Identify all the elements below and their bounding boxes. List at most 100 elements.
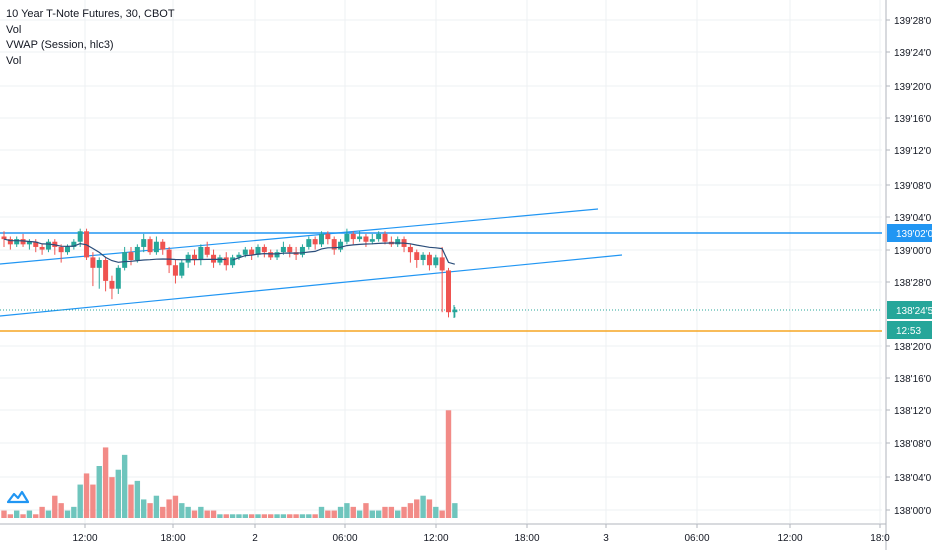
price-tick-label: 139'04'0 — [894, 213, 932, 224]
candle-body — [306, 239, 312, 247]
candle-body — [287, 246, 293, 253]
price-tick-label: 139'24'0 — [894, 48, 932, 59]
volume-bar — [109, 477, 115, 518]
volume-bar — [287, 514, 293, 518]
candle-body — [249, 249, 255, 255]
volume-bar — [198, 506, 204, 518]
candle-body — [134, 246, 140, 260]
vwap-line-session-2 — [232, 242, 455, 265]
candle-body — [242, 249, 248, 255]
time-tick-label: 12:00 — [423, 533, 448, 544]
volume-bar — [395, 510, 401, 518]
price-tick-label: 139'00'0 — [894, 246, 932, 257]
time-tick-label: 3 — [603, 533, 609, 544]
candle-body — [280, 246, 286, 253]
time-tick-label: 2 — [252, 533, 258, 544]
candle-body — [274, 252, 280, 258]
volume-bar — [71, 506, 77, 518]
candle-body — [407, 246, 413, 253]
candle-body — [236, 254, 242, 258]
volume-bar — [185, 506, 191, 518]
volume-bar — [147, 503, 153, 518]
tradingview-logo-icon[interactable] — [7, 488, 29, 504]
volume-bar — [293, 514, 299, 518]
volume-bar — [229, 514, 236, 518]
volume-bar — [7, 514, 14, 518]
volume-bar — [401, 506, 407, 518]
volume-bar — [210, 510, 217, 518]
candle-body — [77, 231, 83, 242]
volume-bar — [26, 510, 33, 518]
time-tick-label: 12:00 — [72, 533, 97, 544]
volume-bar — [166, 499, 172, 518]
volume-bar — [134, 480, 141, 518]
volume-bar — [274, 514, 280, 518]
volume-bar — [77, 484, 83, 518]
volume-bar — [414, 499, 420, 518]
candle-body — [312, 239, 318, 245]
volume-bar — [39, 506, 45, 518]
volume-bar — [121, 454, 128, 518]
candle-body — [90, 257, 96, 268]
volume-bar — [223, 514, 229, 518]
candle-body — [363, 236, 369, 242]
volume-bar — [363, 503, 369, 518]
legend-vwap[interactable]: VWAP (Session, hlc3) — [6, 39, 114, 51]
candle-body — [166, 249, 172, 266]
volume-bar — [217, 514, 223, 518]
candle-body — [357, 236, 363, 240]
candle-body — [350, 233, 356, 240]
volume-bar — [426, 499, 433, 518]
time-tick-label: 06:00 — [332, 533, 357, 544]
volume-bar — [318, 506, 325, 518]
legend-vol-2[interactable]: Vol — [6, 54, 22, 67]
volume-bar — [45, 510, 52, 518]
candle-body — [103, 260, 109, 281]
trend-line-lower — [0, 254, 623, 317]
volume-bar — [14, 510, 20, 518]
volume-bar — [433, 506, 439, 518]
legend-symbol[interactable]: 10 Year T-Note Futures, 30, CBOT — [6, 8, 175, 20]
volume-bar — [299, 514, 306, 518]
volume-bar — [102, 447, 109, 518]
volume-bar — [90, 484, 96, 518]
legend-vol[interactable]: Vol — [6, 23, 22, 36]
volume-bar — [268, 514, 274, 518]
price-tick-label: 139'16'0 — [894, 114, 932, 125]
price-tick-label: 139'20'0 — [894, 82, 932, 93]
time-tick-label: 18:0 — [870, 533, 890, 544]
time-tick-label: 18:00 — [514, 533, 539, 544]
volume-bar — [337, 506, 344, 518]
candle-body — [439, 257, 445, 271]
volume-bar — [141, 499, 147, 518]
candle-body — [20, 239, 26, 245]
time-tick-label: 06:00 — [684, 533, 709, 544]
price-tick-label: 139'12'0 — [894, 146, 932, 157]
candle-body — [338, 241, 344, 250]
countdown-label: 12:53 — [896, 326, 921, 337]
volume-bar — [242, 514, 248, 518]
candle-body — [39, 246, 45, 250]
candle-body — [261, 246, 267, 253]
volume-bar — [1, 510, 7, 518]
price-tick-label: 138'04'0 — [894, 473, 932, 484]
time-tick-label: 12:00 — [777, 533, 802, 544]
volume-bar — [191, 510, 198, 518]
candle-body — [331, 239, 337, 250]
chart-drawings[interactable] — [0, 208, 882, 332]
volume-bar — [248, 514, 255, 518]
price-tick-label: 138'12'0 — [894, 406, 932, 417]
volume-bar — [382, 506, 388, 518]
volume-bar — [344, 503, 350, 518]
last-price-label-bg — [887, 301, 932, 319]
candle-body — [26, 241, 32, 245]
price-tick-label: 138'16'0 — [894, 374, 932, 385]
price-axis-bg — [886, 0, 932, 550]
candle-body — [141, 239, 147, 247]
volume-bar — [369, 510, 375, 518]
volume-bar — [388, 506, 395, 518]
volume-bar — [261, 514, 268, 518]
volume-bar — [153, 495, 160, 518]
volume-bar — [439, 510, 445, 518]
